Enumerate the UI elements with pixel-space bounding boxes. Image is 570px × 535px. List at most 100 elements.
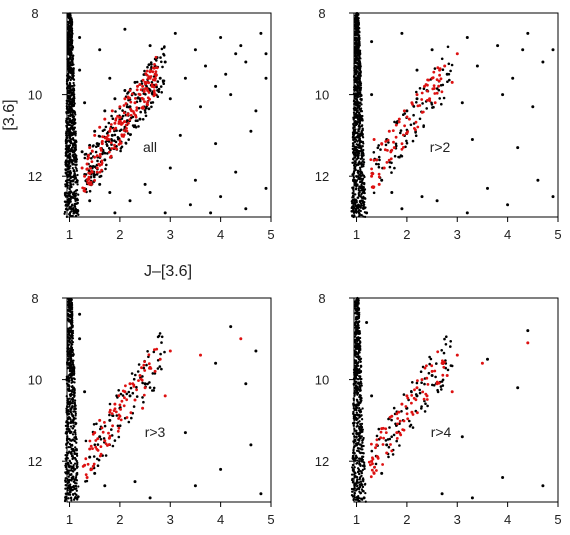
band-star [69,400,72,403]
member-point [132,112,136,115]
band-star [351,161,354,164]
band-star [359,386,362,389]
band-star [67,199,71,203]
field-point [75,211,79,215]
member-point [117,394,121,398]
field-point [107,146,111,150]
field-point [183,431,187,435]
member-point [96,437,100,441]
band-star [356,339,359,342]
member-point [106,134,110,137]
band-star [69,367,72,370]
band-star [355,71,358,74]
member-point [86,462,90,466]
member-point [152,85,156,89]
member-point [370,442,373,446]
band-star [69,87,72,91]
member-point [426,383,430,386]
member-point [100,168,103,172]
band-star [356,87,360,90]
field-point [135,385,138,389]
field-point [144,106,148,110]
plot-frame [353,297,559,503]
band-star [354,106,357,109]
field-point [420,405,423,408]
band-star [73,404,76,408]
band-star [67,497,70,500]
band-star [72,418,75,421]
member-point [141,406,145,410]
field-point [551,195,555,199]
band-star [362,197,365,200]
member-point [367,460,371,464]
field-point [405,139,408,143]
field-point [115,414,119,417]
band-star [356,378,360,381]
field-point [108,402,112,406]
field-point [390,171,393,174]
band-star [354,188,358,191]
band-star [67,114,70,117]
member-point [89,444,93,448]
field-point [526,31,530,35]
field-point [460,435,464,439]
field-point [132,377,136,381]
band-star [361,140,365,144]
member-point [81,465,85,468]
band-star [72,183,75,186]
band-star [69,486,73,490]
member-point [437,84,440,88]
band-star [356,171,360,174]
member-point [433,369,437,373]
field-point [365,321,369,324]
member-point [384,431,388,434]
band-star [67,428,70,431]
member-point [114,118,118,122]
member-point [431,87,435,91]
member-point [88,181,92,185]
band-star [68,159,71,163]
field-point [441,83,445,87]
field-point [446,80,449,83]
band-star [67,412,71,416]
band-star [71,475,75,478]
band-star [63,191,67,195]
band-star [356,184,359,187]
member-point [108,408,112,412]
band-star [355,432,358,435]
band-star [357,73,361,77]
member-point [387,129,391,133]
member-point [119,115,122,119]
field-point [75,496,79,500]
member-point [107,138,111,141]
band-star [77,193,80,196]
member-point [371,172,375,176]
band-star [354,489,357,492]
band-star [73,111,76,114]
member-point [384,140,388,143]
field-star-band [63,12,80,219]
field-point [129,386,133,390]
member-point [155,347,159,351]
band-star [70,499,73,502]
field-point [159,352,162,356]
member-point [386,149,389,152]
band-star [361,489,364,492]
member-point [117,413,121,417]
band-star [73,479,76,482]
member-point [137,379,140,382]
band-star [358,490,361,493]
field-point [88,455,92,459]
member-point [116,114,119,118]
band-star [357,496,361,500]
field-point [229,93,233,97]
field-point [111,444,115,448]
band-star [354,57,357,61]
band-star [354,321,358,324]
band-star [356,352,359,355]
field-point [387,455,390,459]
field-point [446,45,450,49]
member-point [411,413,415,416]
band-star [363,461,366,465]
band-star [356,459,359,462]
